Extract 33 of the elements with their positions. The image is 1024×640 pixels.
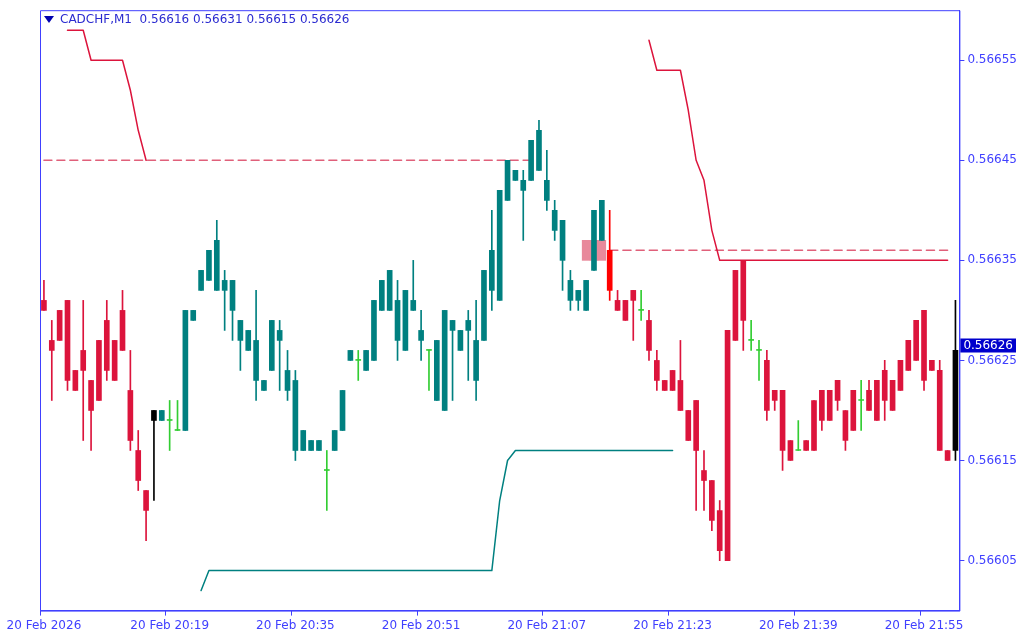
y-tick-label: 0.56605 — [967, 552, 1017, 567]
x-tick-label: 20 Feb 20:35 — [256, 617, 335, 632]
x-tick-label: 20 Feb 21:39 — [758, 617, 838, 632]
candlestick — [520, 169, 527, 241]
candlestick — [426, 349, 432, 391]
y-tick-label: 0.56655 — [967, 52, 1017, 67]
candlestick — [48, 320, 55, 401]
x-tick-label: 20 Feb 21:23 — [633, 617, 712, 632]
y-tick-label: 0.56645 — [967, 152, 1017, 167]
candlestick — [756, 340, 762, 381]
candlestick — [701, 450, 707, 511]
y-tick-label: 0.56615 — [967, 452, 1017, 467]
candlestick — [795, 420, 802, 451]
x-tick-label: 20 Feb 21:07 — [507, 617, 587, 632]
chart-title: CADCHF,M1 0.56616 0.56631 0.56615 0.56626 — [60, 12, 350, 26]
candlestick — [638, 290, 644, 321]
candlestick — [630, 290, 637, 341]
text: 0.56626 — [963, 337, 1013, 352]
y-tick-label: 0.56625 — [967, 352, 1017, 367]
candlestick — [748, 320, 754, 351]
candlestick — [151, 410, 157, 501]
candlestick — [355, 350, 362, 381]
candlestick — [858, 380, 864, 431]
y-tick-label: 0.56635 — [967, 252, 1017, 267]
candlestick — [465, 310, 472, 381]
candlestick — [323, 450, 330, 511]
x-tick-label: 20 Feb 2026 — [6, 617, 82, 632]
x-tick-label: 20 Feb 20:19 — [130, 617, 210, 632]
candlestick — [80, 300, 87, 441]
x-tick-label: 20 Feb 20:51 — [381, 617, 461, 632]
x-tick-label: 20 Feb 21:55 — [884, 617, 964, 632]
candlestick — [418, 310, 424, 361]
candlestick — [410, 260, 417, 311]
